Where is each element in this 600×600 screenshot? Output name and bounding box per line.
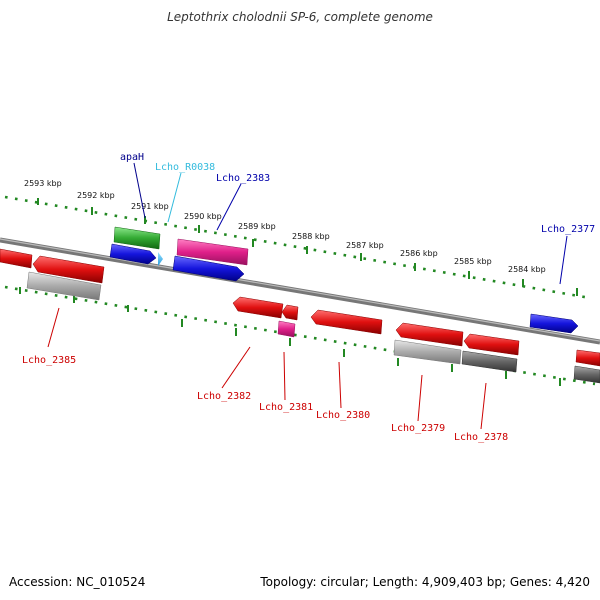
tick-label: 2588 kbp (292, 232, 330, 241)
gene-label-Lcho_2382: Lcho_2382 (197, 391, 251, 402)
gene-forward-cds[interactable] (109, 243, 157, 265)
genome-summary: Topology: circular; Length: 4,909,403 bp… (260, 575, 590, 589)
upper-ruler-ticks (37, 198, 578, 296)
gene-pink-feature[interactable] (176, 238, 249, 266)
gene-Lcho_2379[interactable] (393, 339, 462, 365)
gene-apaH[interactable] (113, 226, 161, 250)
tick-label: 2592 kbp (77, 191, 115, 200)
gene-reverse-cds-2[interactable] (395, 322, 464, 347)
diagram-title: Leptothrix cholodnii SP-6, complete geno… (167, 10, 433, 24)
gene-Lcho_2382[interactable] (232, 296, 284, 319)
gene-Lcho_2381[interactable] (277, 320, 296, 338)
gene-Lcho_2385[interactable] (26, 271, 102, 301)
gene-label-Lcho_2381: Lcho_2381 (259, 402, 313, 413)
gene-Lcho_2383[interactable] (172, 255, 245, 282)
gene-gray-partial[interactable] (573, 365, 600, 384)
gene-Lcho_R0038[interactable] (158, 252, 163, 266)
tick-label: 2590 kbp (184, 212, 222, 221)
accession-text: Accession: NC_010524 (9, 575, 146, 589)
gene-forward-cds-partial[interactable] (575, 349, 600, 367)
gene-Lcho_2377[interactable] (529, 313, 579, 334)
tick-label: 2591 kbp (131, 202, 169, 211)
gene-Lcho_2378[interactable] (461, 350, 518, 373)
gene-label-Lcho_2385: Lcho_2385 (22, 355, 76, 366)
gene-reverse-cds[interactable] (32, 255, 105, 284)
tick-label: 2586 kbp (400, 249, 438, 258)
label-leader-lines (47, 162, 568, 430)
gene-label-Lcho_2380: Lcho_2380 (316, 410, 370, 421)
tick-label: 2585 kbp (454, 257, 492, 266)
gene-reverse-cds-3[interactable] (463, 333, 520, 356)
gene-label-Lcho_2379: Lcho_2379 (391, 423, 445, 434)
genome-backbone-highlight (0, 238, 600, 342)
gene-Lcho_2381-a[interactable] (281, 304, 299, 321)
gene-label-Lcho_2383: Lcho_2383 (216, 173, 270, 184)
genome-backbone (0, 237, 600, 345)
gene-label-Lcho_R0038: Lcho_R0038 (155, 162, 215, 173)
gene-label-Lcho_2377: Lcho_2377 (541, 224, 595, 235)
gene-label-Lcho_2378: Lcho_2378 (454, 432, 508, 443)
tick-label: 2587 kbp (346, 241, 384, 250)
tick-label: 2584 kbp (508, 265, 546, 274)
tick-label: 2589 kbp (238, 222, 276, 231)
gene-reverse-cds-partial[interactable] (0, 248, 33, 269)
gene-Lcho_2380[interactable] (310, 309, 383, 335)
tick-label: 2593 kbp (24, 179, 62, 188)
gene-label-apaH: apaH (120, 152, 144, 163)
lower-ruler-ticks (19, 287, 561, 386)
